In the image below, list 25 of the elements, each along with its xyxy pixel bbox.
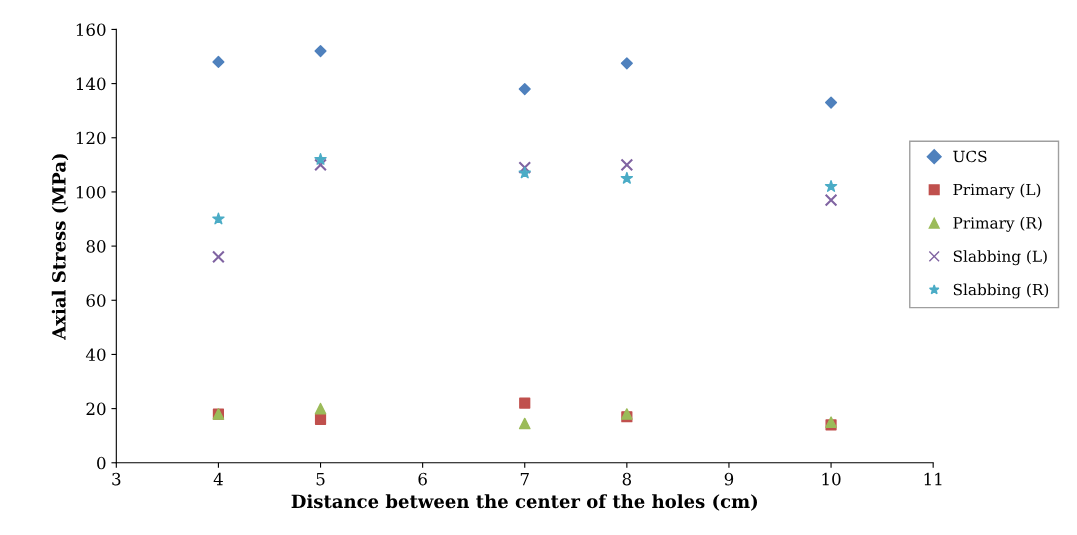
x-tick-label: 6 [418, 472, 427, 486]
x-tick-label: 9 [724, 472, 734, 486]
y-tick-label: 100 [76, 185, 106, 199]
x-tick-label: 10 [822, 472, 841, 486]
legend-label: Slabbing (L) [953, 250, 1047, 266]
legend-label: UCS [953, 150, 987, 163]
y-tick-label: 120 [76, 131, 106, 145]
x-tick-label: 3 [112, 472, 121, 486]
y-tick-label: 0 [97, 456, 106, 470]
legend-label: Slabbing (R) [953, 283, 1049, 299]
x-tick-label: 11 [924, 472, 942, 486]
legend-label: Primary (L) [953, 183, 1041, 199]
x-axis-title: Distance between the center of the holes (cm) [291, 494, 758, 511]
y-tick-label: 40 [85, 348, 106, 362]
y-tick-label: 80 [86, 240, 106, 253]
x-tick-label: 5 [316, 473, 325, 486]
y-tick-label: 140 [76, 77, 106, 91]
y-tick-label: 20 [86, 402, 106, 416]
x-tick-label: 4 [213, 472, 223, 486]
x-tick-label: 8 [622, 472, 632, 486]
y-axis-title: Axial Stress (MPa) [51, 154, 69, 340]
x-tick-label: 7 [520, 473, 529, 486]
y-tick-label: 60 [86, 294, 106, 307]
legend-label: Primary (R) [953, 216, 1042, 232]
y-tick-label: 160 [76, 23, 106, 36]
